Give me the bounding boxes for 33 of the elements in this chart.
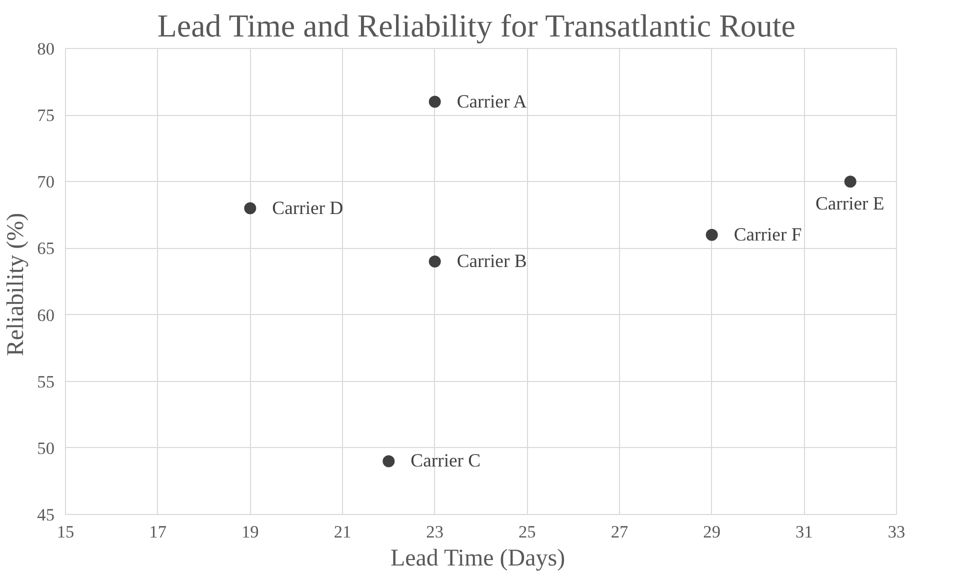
point: [244, 202, 256, 214]
x-tick-label: 29: [703, 522, 720, 542]
annotation: Carrier E: [815, 194, 884, 215]
x-tick-label: 23: [426, 522, 444, 542]
y-tick-label: 70: [37, 172, 54, 192]
x-axis-title: Lead Time (Days): [390, 546, 566, 572]
annotation: Carrier B: [456, 251, 527, 272]
y-tick-label: 60: [37, 306, 54, 325]
y-tick-label: 80: [37, 40, 54, 58]
point: [428, 256, 441, 268]
y-tick-label: 75: [37, 106, 54, 126]
point: [706, 228, 718, 241]
x-tick-label: 25: [518, 522, 536, 542]
annotation: Carrier F: [734, 224, 802, 246]
x-tick-label: 27: [610, 522, 628, 542]
y-tick-label: 55: [37, 372, 54, 392]
annotation: Carrier C: [410, 450, 481, 472]
point: [382, 455, 395, 468]
x-tick-label: 21: [334, 522, 352, 542]
x-tick-label: 33: [888, 522, 906, 542]
y-tick-label: 45: [37, 506, 54, 524]
x-tick-label: 17: [149, 522, 167, 542]
chart-title: Lead Time and Reliability for Transatlantic Route: [157, 8, 796, 44]
annotation: Carrier D: [272, 198, 344, 219]
point: [428, 96, 441, 108]
y-axis-title: Reliability (%): [3, 212, 30, 356]
x-tick-label: 15: [56, 522, 74, 542]
x-tick-label: 19: [242, 522, 259, 542]
point: [844, 176, 856, 188]
y-tick-label: 50: [37, 438, 54, 458]
annotation: Carrier A: [456, 91, 528, 112]
y-tick-label: 65: [37, 239, 54, 258]
x-tick-label: 31: [796, 522, 813, 542]
